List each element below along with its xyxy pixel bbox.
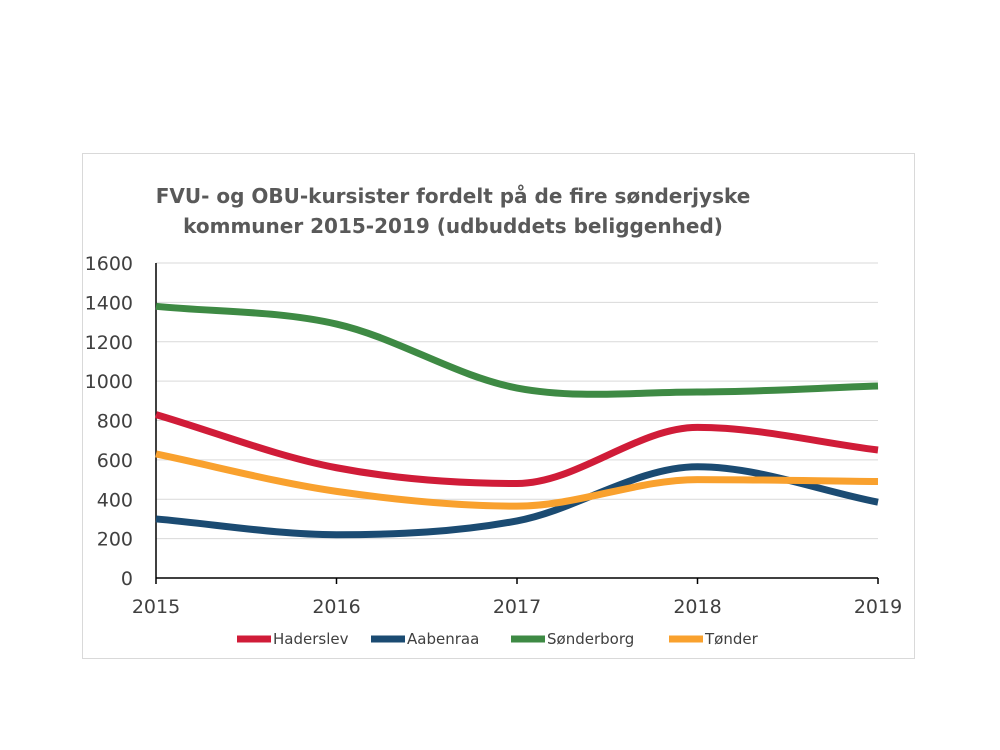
- y-tick-label: 400: [97, 489, 133, 511]
- x-tick-label: 2017: [493, 596, 541, 618]
- chart-frame: FVU- og OBU-kursister fordelt på de fire…: [82, 153, 915, 659]
- series-line-haderslev: [155, 411, 879, 487]
- gridlines: [156, 262, 878, 540]
- y-tick-label: 1400: [85, 292, 133, 314]
- chart-title-line: FVU- og OBU-kursister fordelt på de fire…: [156, 184, 751, 208]
- legend-item: Sønderborg: [511, 630, 634, 648]
- y-tick-label: 200: [97, 529, 133, 551]
- legend-label: Haderslev: [273, 630, 349, 648]
- x-tick-label: 2015: [132, 596, 180, 618]
- series-line-tønder: [155, 450, 879, 510]
- chart-title: FVU- og OBU-kursister fordelt på de fire…: [156, 184, 751, 238]
- y-tick-label: 1600: [85, 253, 133, 275]
- x-tick-label: 2016: [312, 596, 360, 618]
- legend-item: Haderslev: [237, 630, 349, 648]
- line-chart: FVU- og OBU-kursister fordelt på de fire…: [85, 184, 903, 648]
- y-tick-label: 0: [121, 568, 133, 590]
- y-tick-label: 1200: [85, 332, 133, 354]
- legend: Haderslev Aabenraa Sønderborg Tønder: [237, 630, 759, 648]
- legend-item: Tønder: [669, 630, 759, 648]
- y-tick-label: 1000: [85, 371, 133, 393]
- series-line-aabenraa: [155, 463, 879, 539]
- legend-label: Tønder: [704, 630, 759, 648]
- series-lines: [155, 302, 879, 539]
- x-tick-label: 2018: [673, 596, 721, 618]
- y-tick-label: 600: [97, 450, 133, 472]
- axes: 0 200 400 600 800 1000 1200 1400 1600 2015 2016 201…: [85, 253, 903, 618]
- series-line-sønderborg: [155, 302, 879, 398]
- y-tick-label: 800: [97, 411, 133, 433]
- legend-label: Sønderborg: [547, 630, 634, 648]
- legend-label: Aabenraa: [407, 630, 479, 648]
- x-tick-label: 2019: [854, 596, 902, 618]
- legend-item: Aabenraa: [371, 630, 479, 648]
- chart-title-line: kommuner 2015-2019 (udbuddets beliggenhe…: [183, 214, 723, 238]
